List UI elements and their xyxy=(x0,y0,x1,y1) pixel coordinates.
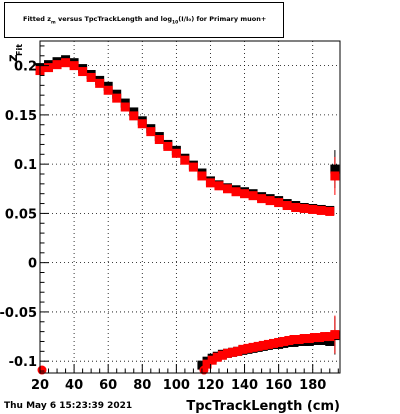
title-prefix: Fitted z xyxy=(23,15,51,23)
data-point xyxy=(308,204,318,214)
chart-title: Fitted zm versus TpcTrackLength and log1… xyxy=(23,15,266,25)
data-point xyxy=(309,333,319,343)
data-point xyxy=(129,111,139,121)
x-tick-label: 20 xyxy=(31,378,49,393)
x-tick-label: 120 xyxy=(197,378,224,393)
x-tick-label: 100 xyxy=(163,378,190,393)
data-point xyxy=(265,196,275,206)
data-point xyxy=(248,191,258,201)
data-point xyxy=(233,346,243,356)
grid xyxy=(40,41,340,373)
data-point xyxy=(137,119,147,129)
data-point xyxy=(86,72,96,82)
data-point xyxy=(197,360,207,370)
data-point xyxy=(207,355,217,365)
data-point xyxy=(284,335,294,345)
data-point xyxy=(299,334,309,344)
x-axis-label: TpcTrackLength (cm) xyxy=(186,399,340,414)
data-point xyxy=(171,148,181,158)
data-point xyxy=(291,202,301,212)
data-points xyxy=(35,55,340,375)
data-point xyxy=(320,332,330,342)
title-middle: versus TpcTrackLength and log xyxy=(55,15,172,23)
data-point xyxy=(325,336,335,346)
y-tick-label: 0.05 xyxy=(5,207,37,222)
data-point xyxy=(61,58,71,68)
y-tick-labels: -0.1 -0.05 0 0.05 0.1 0.15 0.2 xyxy=(0,60,37,371)
data-point xyxy=(248,342,258,352)
data-point xyxy=(257,194,267,204)
title-sub-10: 10 xyxy=(171,20,179,26)
data-point xyxy=(197,171,207,181)
data-point xyxy=(217,350,227,360)
data-point xyxy=(154,135,164,145)
title-box: Fitted zm versus TpcTrackLength and log1… xyxy=(4,2,284,38)
data-point xyxy=(274,337,284,347)
data-point xyxy=(188,162,198,172)
data-point xyxy=(330,171,340,181)
x-tick-label: 60 xyxy=(99,378,117,393)
y-axis-label: z Fit xyxy=(6,44,24,62)
data-point xyxy=(289,335,299,345)
data-point xyxy=(325,332,335,342)
data-point xyxy=(243,343,253,353)
data-point xyxy=(202,359,212,369)
data-point xyxy=(205,178,215,188)
data-point xyxy=(258,340,268,350)
data-point xyxy=(44,63,54,73)
data-point xyxy=(304,334,314,344)
data-point xyxy=(253,341,263,351)
data-point xyxy=(325,206,335,216)
title-suffix: (I/I₀) for Primary muon+ xyxy=(178,15,267,23)
data-point xyxy=(120,102,130,112)
x-tick-label: 160 xyxy=(265,378,292,393)
x-tick-label: 40 xyxy=(65,378,83,393)
y-tick-label: 0.15 xyxy=(5,109,37,124)
data-point xyxy=(95,78,105,88)
data-point xyxy=(279,336,289,346)
y-tick-label: -0.05 xyxy=(0,306,37,321)
data-point xyxy=(238,344,248,354)
data-point xyxy=(69,61,79,71)
data-point xyxy=(315,333,325,343)
data-point xyxy=(263,339,273,349)
data-point xyxy=(223,348,232,358)
data-point xyxy=(240,189,250,199)
x-tick-label: 140 xyxy=(231,378,258,393)
data-point xyxy=(330,164,340,174)
data-point xyxy=(163,141,173,151)
data-point xyxy=(214,181,224,191)
data-point xyxy=(223,184,232,194)
title-sub-m: m xyxy=(51,20,56,26)
data-point xyxy=(212,352,222,362)
x-tick-labels: 20 40 60 80 100 120 140 160 180 xyxy=(31,378,326,393)
data-point xyxy=(228,347,238,357)
data-point xyxy=(52,60,62,70)
data-point xyxy=(269,338,279,348)
data-point xyxy=(330,330,340,340)
plot-frame xyxy=(39,40,341,374)
axis-ticks xyxy=(39,45,339,373)
y-axis-label-fit: Fit xyxy=(15,44,24,56)
data-point xyxy=(146,127,156,137)
data-point xyxy=(78,67,88,77)
y-tick-label: 0 xyxy=(28,257,37,272)
y-tick-label: 0.1 xyxy=(14,158,37,173)
timestamp: Thu May 6 15:23:39 2021 xyxy=(4,401,133,411)
y-tick-label: 0.2 xyxy=(14,60,37,75)
data-point xyxy=(231,187,241,197)
y-tick-label: -0.1 xyxy=(9,355,37,370)
x-tick-label: 80 xyxy=(133,378,151,393)
data-point xyxy=(103,85,113,95)
data-point xyxy=(294,335,304,345)
data-point xyxy=(112,93,122,103)
data-point xyxy=(274,198,284,208)
x-tick-label: 180 xyxy=(299,378,326,393)
y-axis-label-z: z xyxy=(6,54,21,62)
data-point xyxy=(282,201,292,211)
data-point xyxy=(299,203,309,213)
data-point xyxy=(316,205,326,215)
data-point xyxy=(180,155,190,165)
